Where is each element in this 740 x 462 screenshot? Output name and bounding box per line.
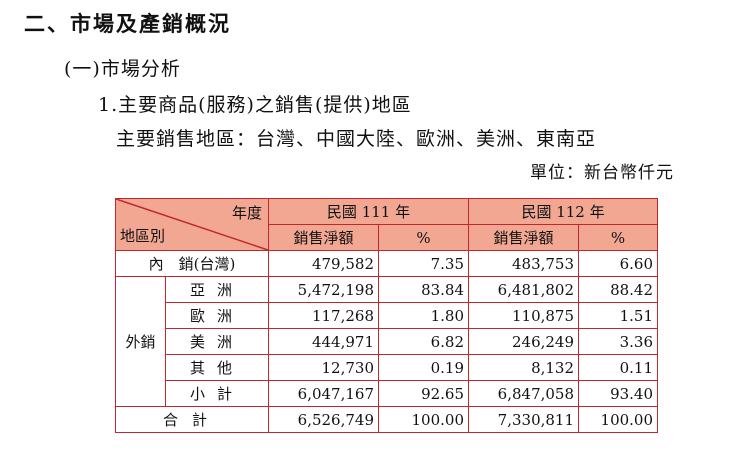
amount-112: 7,330,811	[468, 406, 580, 433]
main-regions-line: 主要銷售地區：台灣、中國大陸、歐洲、美洲、東南亞	[116, 128, 597, 150]
year-header-112: 民國 112 年	[468, 198, 659, 225]
amount-112: 246,249	[468, 328, 580, 355]
pct-111: 92.65	[377, 380, 470, 407]
pct-111: 7.35	[377, 250, 470, 277]
pct-112: 93.40	[578, 380, 659, 407]
amount-111: 6,047,167	[268, 380, 379, 407]
diagonal-line	[116, 199, 268, 250]
amount-112: 483,753	[468, 250, 580, 277]
pct-112: 88.42	[578, 276, 659, 303]
table-row-europe: 歐洲 117,268 1.80 110,875 1.51	[116, 302, 659, 329]
amount-111: 479,582	[268, 250, 379, 277]
pct-111: 1.80	[377, 302, 470, 329]
col-pct-112: %	[578, 224, 659, 251]
item-title: 1.主要商品(服務)之銷售(提供)地區	[98, 94, 412, 116]
export-group-label: 外銷	[115, 276, 166, 407]
row-label: 美洲	[165, 328, 269, 355]
pct-111: 83.84	[377, 276, 470, 303]
table-row-total: 合計 6,526,749 100.00 7,330,811 100.00	[115, 406, 659, 433]
sales-region-table: 年度 地區別 民國 111 年 民國 112 年 銷售淨額 % 銷售淨額 % 內…	[115, 198, 659, 433]
pct-112: 3.36	[578, 328, 659, 355]
year-header-111: 民國 111 年	[267, 198, 470, 225]
corner-region-label: 地區別	[120, 227, 166, 245]
unit-label: 單位：新台幣仟元	[530, 163, 674, 183]
pct-112: 100.00	[578, 406, 659, 433]
row-label: 亞洲	[165, 276, 269, 303]
section-title: 二、市場及產銷概況	[24, 11, 231, 36]
amount-111: 444,971	[268, 328, 379, 355]
corner-year-label: 年度	[231, 204, 262, 222]
col-amount-112: 銷售淨額	[468, 224, 580, 251]
pct-112: 6.60	[578, 250, 659, 277]
table-row-domestic: 內 銷(台灣) 479,582 7.35 483,753 6.60	[115, 250, 659, 277]
table-row-subtotal: 小計 6,047,167 92.65 6,847,058 93.40	[116, 380, 659, 407]
amount-112: 110,875	[468, 302, 580, 329]
amount-111: 117,268	[268, 302, 379, 329]
col-pct-111: %	[377, 224, 470, 251]
row-label: 小計	[165, 380, 269, 407]
row-label: 歐洲	[165, 302, 269, 329]
col-amount-111: 銷售淨額	[268, 224, 379, 251]
table-row-other: 其他 12,730 0.19 8,132 0.11	[116, 354, 659, 381]
amount-111: 5,472,198	[268, 276, 379, 303]
amount-112: 8,132	[468, 354, 580, 381]
pct-111: 6.82	[377, 328, 470, 355]
row-label: 其他	[165, 354, 269, 381]
amount-112: 6,847,058	[468, 380, 580, 407]
pct-111: 100.00	[377, 406, 470, 433]
amount-111: 6,526,749	[268, 406, 379, 433]
amount-112: 6,481,802	[468, 276, 580, 303]
amount-111: 12,730	[268, 354, 379, 381]
row-label: 內 銷(台灣)	[115, 250, 269, 277]
row-label: 合計	[115, 406, 269, 433]
pct-111: 0.19	[377, 354, 470, 381]
table-row-asia: 外銷 亞洲 5,472,198 83.84 6,481,802 88.42	[115, 276, 659, 407]
table-row-america: 美洲 444,971 6.82 246,249 3.36	[116, 328, 659, 355]
pct-112: 1.51	[578, 302, 659, 329]
subsection-title: (一)市場分析	[64, 58, 181, 80]
pct-112: 0.11	[578, 354, 659, 381]
corner-header: 年度 地區別	[115, 198, 269, 251]
